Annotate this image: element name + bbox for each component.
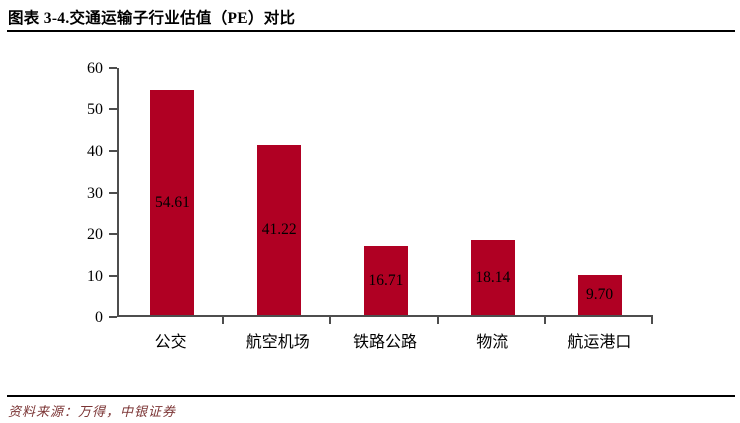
footer-divider: [7, 395, 735, 397]
x-tick-mark: [651, 317, 653, 324]
y-tick-label: 40: [87, 142, 103, 160]
plot-area: 54.61 41.22 16.71 18.14 9.70 0 10 20 30 40 50 60: [87, 61, 653, 326]
y-tick-mark: [109, 108, 117, 111]
y-tick-label: 0: [95, 309, 103, 326]
bar-slot: 18.14: [439, 68, 546, 315]
source-note: 资料来源：万得，中银证券: [8, 404, 177, 419]
y-axis-line: [117, 68, 119, 317]
x-tick-mark: [222, 317, 225, 324]
bar-slot: 9.70: [546, 68, 653, 315]
bar-0: 54.61: [150, 90, 195, 315]
bars-container: 54.61 41.22 16.71 18.14 9.70: [119, 68, 653, 315]
y-tick-mark: [109, 232, 117, 235]
y-tick-mark: [109, 191, 117, 194]
bar-value-label: 9.70: [586, 286, 614, 304]
x-axis-line: [117, 315, 653, 317]
y-tick-label: 10: [87, 267, 103, 285]
y-tick-mark: [109, 67, 117, 69]
bar-value-label: 18.14: [475, 268, 511, 286]
x-category-label: 公交: [154, 334, 187, 351]
x-category-label: 航运港口: [567, 334, 632, 351]
bar-slot: 54.61: [119, 68, 226, 315]
x-tick-mark: [436, 317, 439, 324]
x-tick-mark: [329, 317, 332, 324]
x-tick-mark: [543, 317, 546, 324]
y-tick-mark: [109, 274, 117, 277]
y-tick-mark: [109, 149, 117, 152]
x-category-label: 航空机场: [245, 334, 310, 351]
bar-value-label: 54.61: [154, 193, 190, 211]
y-tick-mark: [109, 316, 117, 318]
x-category-label: 物流: [476, 334, 509, 351]
title-divider: [7, 30, 735, 32]
bar-value-label: 41.22: [261, 221, 297, 239]
y-tick-label: 50: [87, 101, 103, 119]
bar-slot: 41.22: [226, 68, 333, 315]
bar-1: 41.22: [257, 145, 302, 315]
y-tick-label: 60: [87, 60, 103, 77]
y-tick-label: 30: [87, 184, 103, 202]
bar-value-label: 16.71: [368, 271, 404, 289]
y-tick-label: 20: [87, 225, 103, 243]
x-category-label: 铁路公路: [353, 334, 418, 351]
bar-4: 9.70: [577, 275, 622, 315]
bar-2: 16.71: [363, 246, 408, 315]
bar-3: 18.14: [470, 240, 515, 315]
bar-slot: 16.71: [333, 68, 440, 315]
figure-title: 图表 3-4.交通运输子行业估值（PE）对比: [8, 10, 296, 27]
x-axis-labels: 公交 航空机场 铁路公路 物流 航运港口: [117, 328, 653, 352]
